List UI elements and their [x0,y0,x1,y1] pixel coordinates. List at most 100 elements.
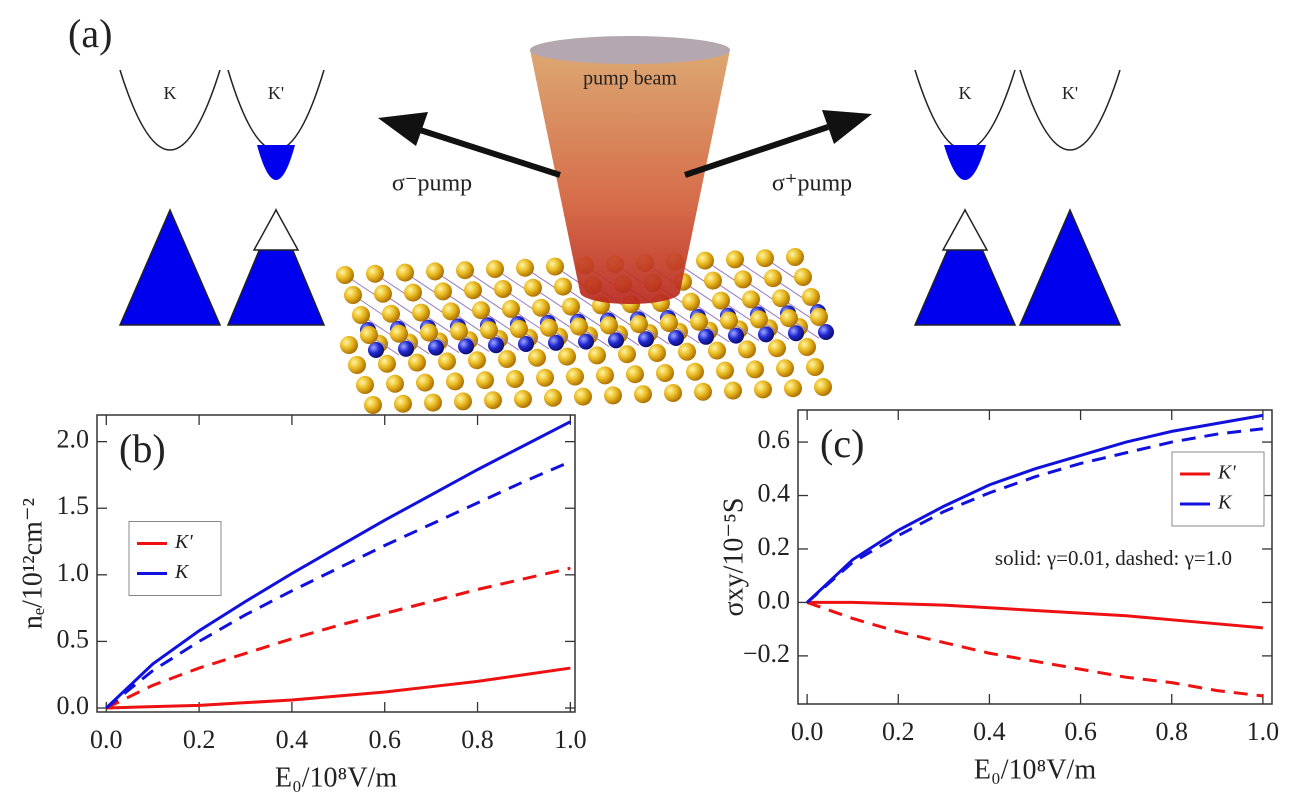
atom [340,336,358,354]
series-line [105,460,571,710]
y-tick-label: 0.2 [758,532,791,561]
arrow-head [822,110,872,144]
atom [776,359,794,378]
atom [488,337,504,354]
conduction-band [119,69,221,151]
atom [516,258,534,277]
atom [686,362,704,381]
atom [398,340,414,357]
atom [344,286,362,304]
legend-label: K' [174,531,193,553]
atom [386,374,404,393]
pump-beam [530,50,730,304]
atom [656,364,674,382]
legend-box [128,521,222,596]
panel-a: (a) K K' K K' pump beam σ⁻pump [68,11,1122,414]
arrow [419,127,561,178]
atom [746,360,764,379]
atom [546,257,564,276]
hole-region [941,208,989,251]
atom [498,350,516,368]
valence-band [118,208,222,326]
atom [438,352,456,371]
conduction-band [227,69,325,151]
x-axis-label: E₀/10⁸V/m [974,754,1096,785]
atom [668,330,684,346]
y-tick-label: 0.5 [57,624,90,653]
atom [682,292,700,311]
atom [750,310,768,329]
atom [442,302,460,321]
valley-label: K [959,83,972,103]
atom [618,345,636,364]
atom [734,270,752,289]
atom [596,366,614,385]
atom [558,347,576,366]
atom [724,381,742,400]
band-diagram [118,69,1122,326]
atom [428,339,444,356]
x-tick-label: 0.8 [1155,717,1188,746]
panel-label: (c) [820,421,864,466]
atom [536,368,554,387]
atom [352,306,370,324]
valley-label: K' [268,83,284,103]
x-axis-label: E₀/10⁸V/m [275,762,397,793]
atom [634,385,652,404]
atom [454,392,472,411]
pump-label: σ⁻pump [392,171,472,197]
x-tick-label: 0.2 [183,725,216,754]
x-tick-label: 0.4 [276,725,309,754]
series-line [806,413,1264,604]
atom [758,326,774,343]
series-line [806,601,1264,698]
series-line [105,420,572,710]
atom [390,324,408,343]
atom [648,344,666,362]
atom [420,323,438,342]
atom [716,361,734,380]
atom [456,261,474,280]
y-axis-label: nₑ/10¹²cm⁻² [17,498,48,629]
y-tick-label: −0.2 [743,639,790,668]
atom [514,390,532,408]
atom [510,320,528,338]
electron-fill [944,145,986,180]
atom [374,284,392,303]
atom [788,325,804,342]
atom [798,338,816,356]
atom [794,268,812,286]
atom [416,373,434,392]
atom [574,387,592,406]
atom [806,358,824,376]
atom [712,291,730,310]
x-tick-label: 0.4 [973,717,1006,746]
atom [780,309,798,328]
atom [720,311,738,330]
y-tick-label: 1.0 [57,558,90,587]
valley-label: K' [1062,83,1078,103]
atom [704,271,722,290]
atom [678,342,696,361]
atom [464,281,482,300]
series-line [807,600,1264,630]
atom [532,298,550,317]
atom [756,249,774,268]
atom [608,332,624,349]
legend-label: K' [1217,462,1236,484]
hole-region [252,208,300,251]
atom [356,376,374,394]
y-tick-label: 0.4 [758,478,791,507]
atom [412,303,430,322]
valence-band [226,208,326,326]
y-axis-label: σxy/10⁻⁵S [718,498,749,617]
chart: 0.0 0.2 0.4 0.6 0.8 1.0 0.0 0.5 1.0 1.5 2.0 K' K (b) E… [17,414,587,793]
atom [802,288,820,306]
atom [540,318,558,337]
atom [570,317,588,336]
atom [738,340,756,359]
atom [502,300,520,318]
pump-label: σ⁺pump [772,171,852,197]
atom [394,394,412,413]
